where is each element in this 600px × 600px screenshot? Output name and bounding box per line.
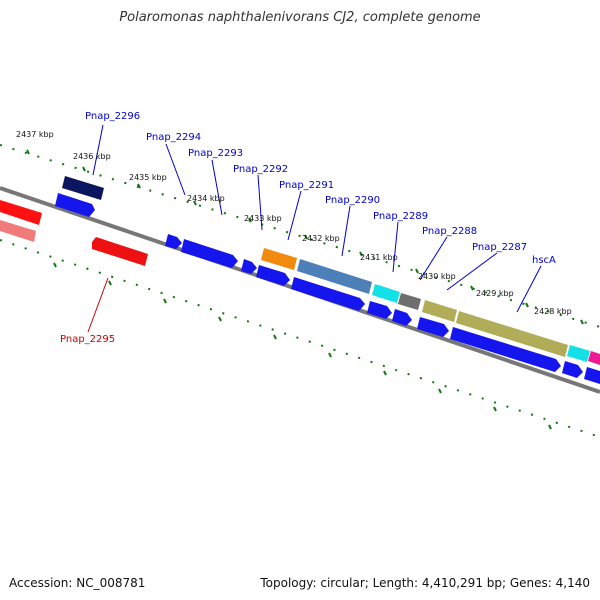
- gene-feature-blue-6[interactable]: [392, 309, 412, 326]
- kbp-label: 2429 kbp: [476, 289, 514, 298]
- gene-label-pnap-2291[interactable]: Pnap_2291: [279, 180, 334, 191]
- gene-label-pnap-2293[interactable]: Pnap_2293: [188, 148, 243, 159]
- kbp-label: 2432 kbp: [302, 234, 340, 243]
- outer-tick-ring: [0, 144, 600, 328]
- kbp-label: 2437 kbp: [16, 130, 54, 139]
- gene-feature-blue-5[interactable]: [367, 301, 392, 319]
- gene-feature-pnap-2289[interactable]: [372, 284, 400, 303]
- gene-label-pnap-2289[interactable]: Pnap_2289: [373, 211, 428, 222]
- reverse-genes: [0, 200, 148, 266]
- gene-feature-blue-3[interactable]: [241, 259, 257, 274]
- inner-tick-ring: [0, 239, 600, 438]
- gene-feature-blue-9[interactable]: [562, 361, 583, 378]
- accession-text: Accession: NC_008781: [9, 576, 146, 590]
- label-leaders: [87, 124, 542, 333]
- gene-label-pnap-2296[interactable]: Pnap_2296: [85, 111, 140, 122]
- kbp-label: 2433 kbp: [244, 214, 282, 223]
- gene-feature-pnap-2292[interactable]: [261, 248, 297, 270]
- gene-feature-blue-7[interactable]: [417, 317, 449, 337]
- gene-feature-pnap-2295[interactable]: [92, 237, 148, 266]
- gene-label-pnap-2288[interactable]: Pnap_2288: [422, 226, 477, 237]
- gene-feature-pnap-2287[interactable]: [422, 300, 457, 322]
- gene-label-hsca[interactable]: hscA: [532, 255, 556, 266]
- gene-feature-pnap-2290[interactable]: [291, 277, 365, 311]
- kbp-label: 2436 kbp: [73, 152, 111, 161]
- gene-label-pnap-2292[interactable]: Pnap_2292: [233, 164, 288, 175]
- kbp-label: 2434 kbp: [187, 194, 225, 203]
- gene-labels: Pnap_2296 Pnap_2294 Pnap_2293 Pnap_2292 …: [60, 111, 556, 345]
- forward-genes-upper: [62, 176, 600, 365]
- kbp-label: 2430 kbp: [418, 272, 456, 281]
- gene-feature-red-1[interactable]: [0, 200, 42, 225]
- kbp-label: 2428 kbp: [534, 307, 572, 316]
- gene-label-pnap-2287[interactable]: Pnap_2287: [472, 242, 527, 253]
- kbp-label: 2435 kbp: [129, 173, 167, 182]
- gene-feature-red-2[interactable]: [0, 220, 36, 242]
- gene-feature-pnap-2296[interactable]: [62, 176, 104, 200]
- gene-feature-blue-8[interactable]: [450, 327, 561, 372]
- gene-feature-magenta[interactable]: [588, 351, 600, 365]
- forward-genes-lower: [55, 193, 600, 384]
- gene-feature-blue-10[interactable]: [584, 367, 600, 384]
- gene-feature-blue-1[interactable]: [55, 193, 95, 217]
- gene-feature-blue-4[interactable]: [256, 265, 290, 286]
- gene-label-pnap-2290[interactable]: Pnap_2290: [325, 195, 380, 206]
- kbp-labels: 2437 kbp 2436 kbp 2435 kbp 2434 kbp 2433…: [16, 130, 572, 316]
- gene-feature-pnap-2291[interactable]: [297, 259, 372, 294]
- map-title: Polaromonas naphthalenivorans CJ2, compl…: [119, 10, 481, 25]
- gene-label-pnap-2295[interactable]: Pnap_2295: [60, 334, 115, 345]
- gene-feature-cyan-2[interactable]: [567, 345, 590, 362]
- genome-summary-text: Topology: circular; Length: 4,410,291 bp…: [260, 576, 590, 590]
- inner-major-ticks: [53, 262, 552, 430]
- gene-feature-blue-2[interactable]: [165, 234, 182, 249]
- gene-feature-pnap-2288[interactable]: [398, 293, 421, 310]
- gene-feature-hsca[interactable]: [456, 311, 568, 357]
- kbp-label: 2431 kbp: [360, 253, 398, 262]
- gene-feature-pnap-2294[interactable]: [181, 239, 238, 268]
- outer-major-ticks: [26, 149, 584, 325]
- gene-label-pnap-2294[interactable]: Pnap_2294: [146, 132, 201, 143]
